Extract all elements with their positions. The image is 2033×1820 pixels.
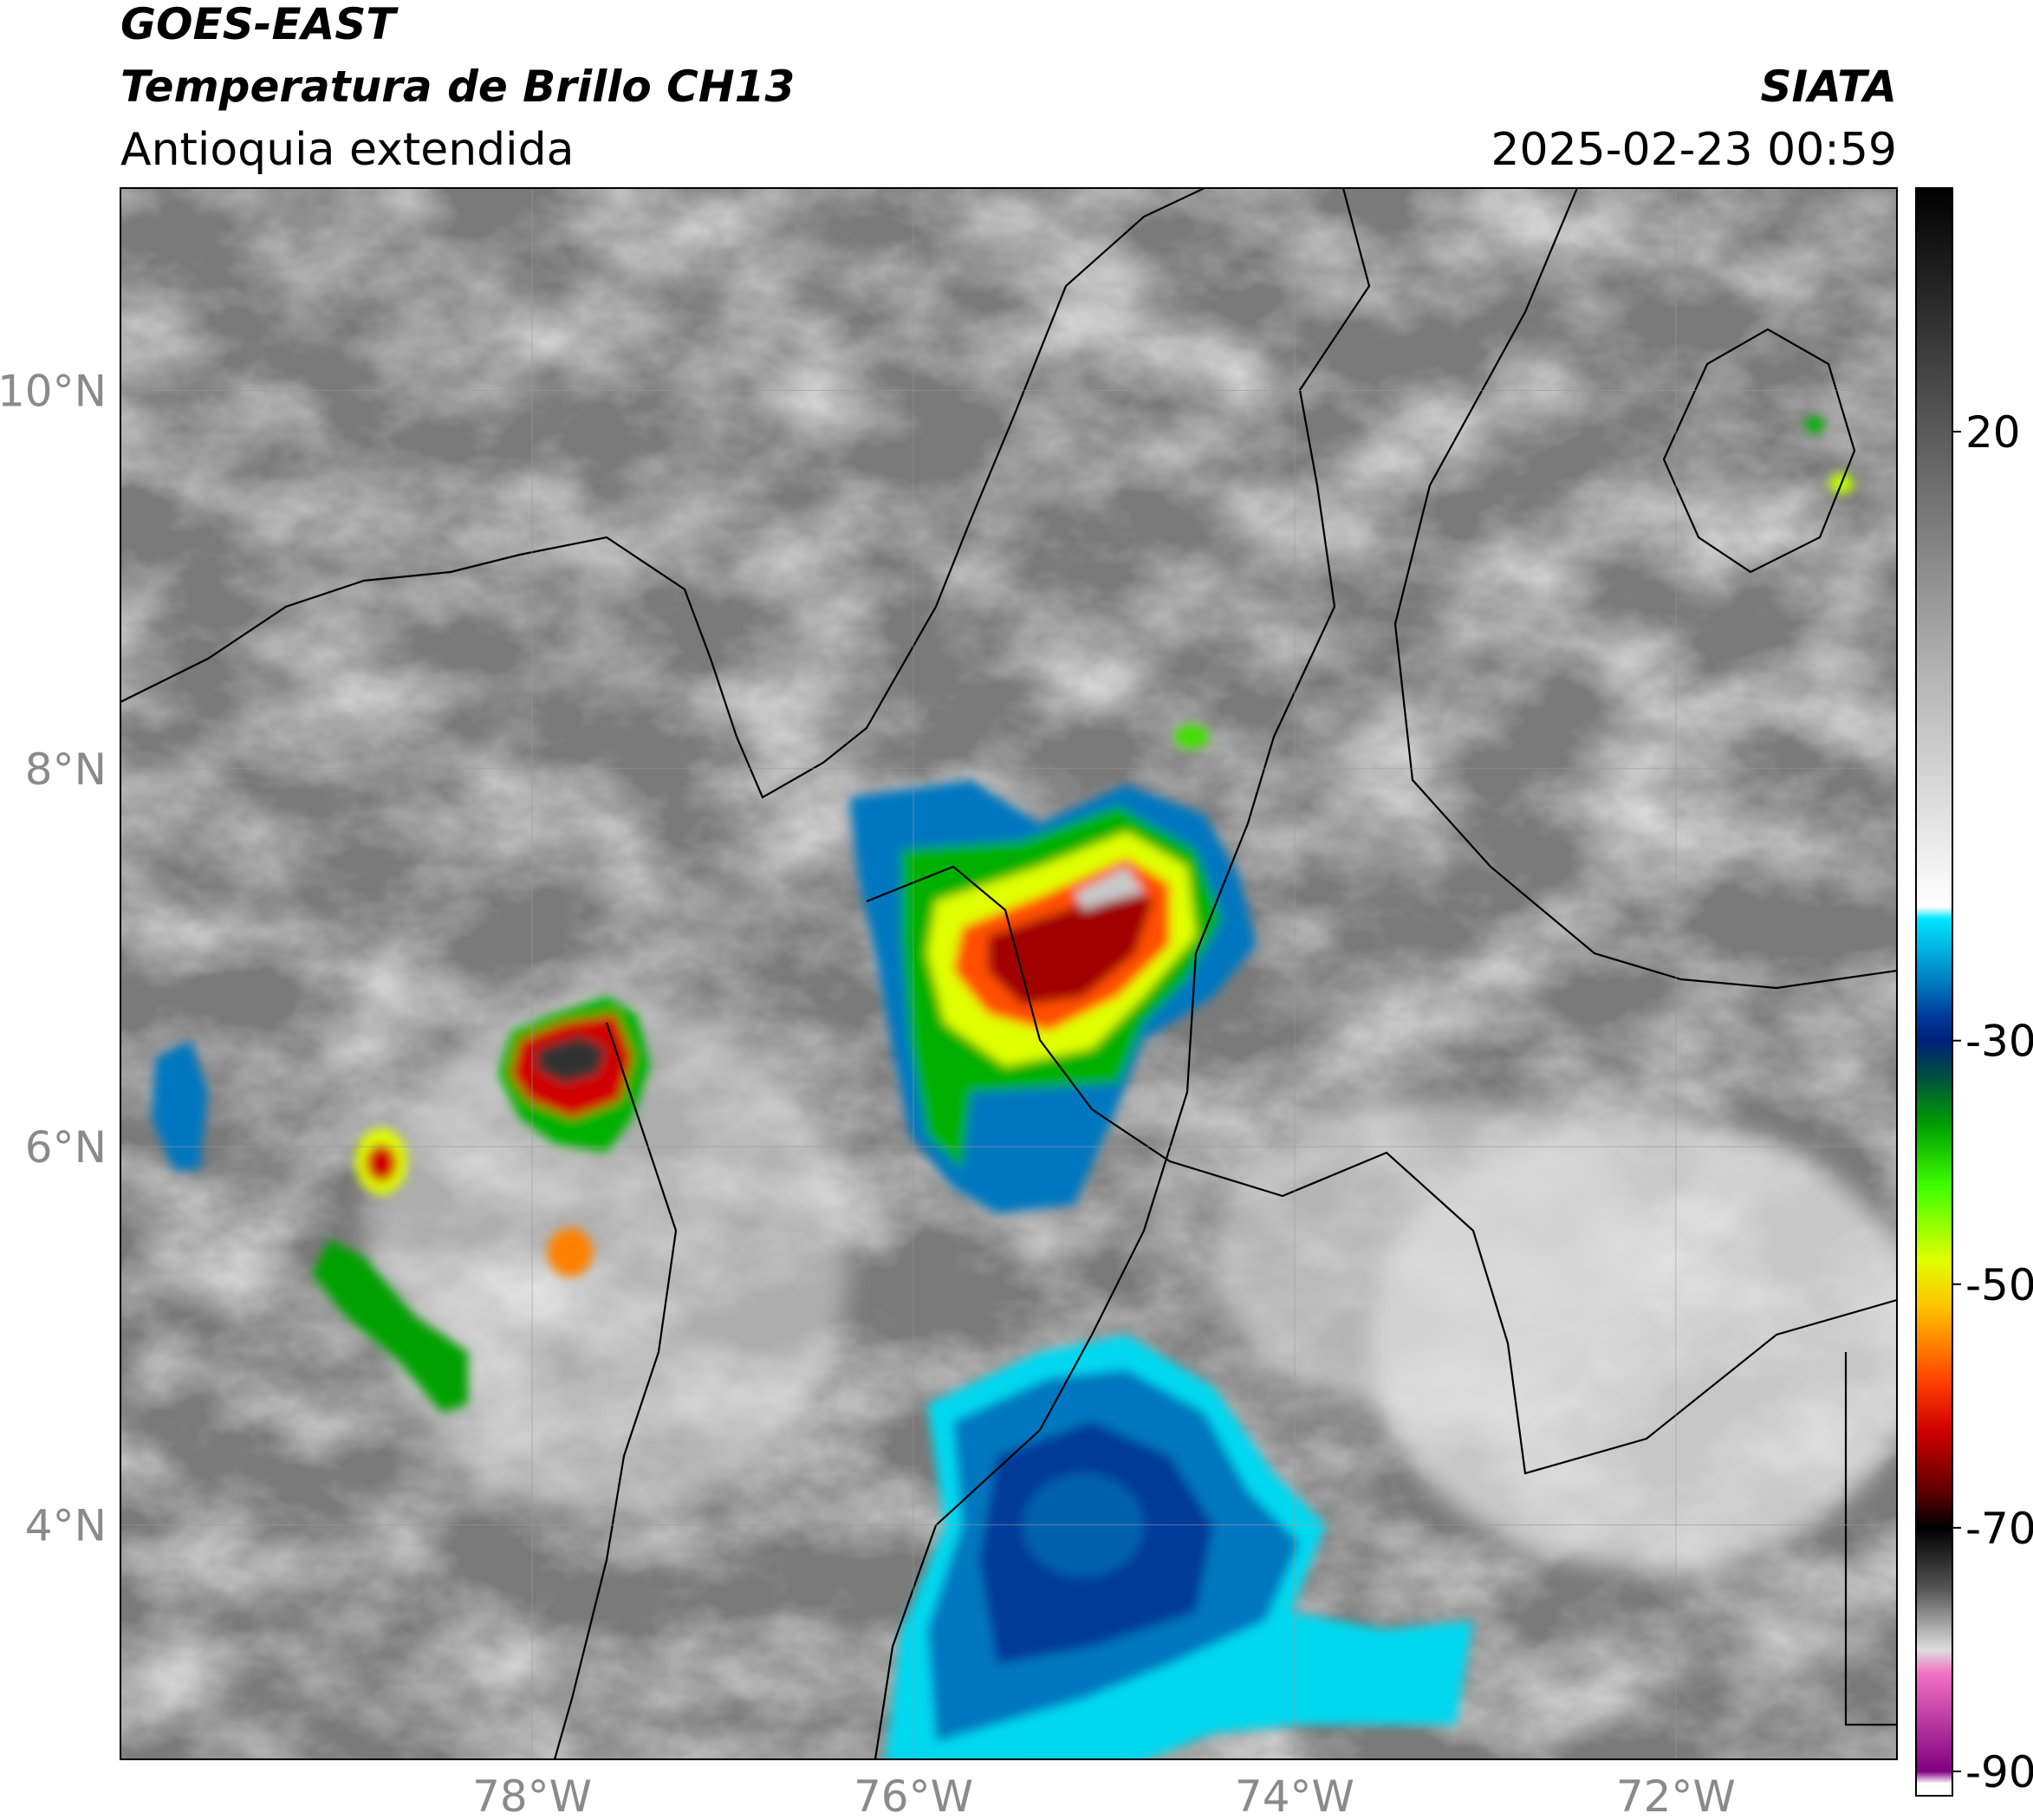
y-tick-label: 6°N [25, 1122, 107, 1173]
colorbar [1915, 187, 1953, 1797]
subtitle: Temperatura de Brillo CH13 [120, 62, 795, 112]
storm-west [152, 416, 1854, 1413]
graticule [120, 188, 1897, 1759]
x-tick-label: 72°W [1616, 1771, 1736, 1820]
x-tick-label: 76°W [854, 1771, 973, 1820]
title: GOES-EAST [120, 0, 399, 49]
storm-lower [885, 1335, 1473, 1759]
x-tick-label: 78°W [472, 1771, 592, 1820]
y-tick-label: 10°N [0, 366, 107, 416]
colorbar-tick-label: -90 [1965, 1747, 2033, 1797]
colorbar-tick-label: -50 [1965, 1260, 2033, 1310]
x-tick-label: 74°W [1235, 1771, 1354, 1820]
y-tick-label: 8°N [25, 744, 107, 795]
satellite-image [120, 188, 1897, 1759]
colorbar-tick-label: 20 [1965, 407, 2021, 458]
datetime: 2025-02-23 00:59 [1491, 124, 1897, 176]
y-tick-label: 4°N [25, 1500, 107, 1550]
colorbar-tick-label: -30 [1965, 1017, 2033, 1067]
storm-central [849, 780, 1257, 1213]
borders [120, 188, 1897, 1759]
colorbar-tick-label: -70 [1965, 1504, 2033, 1554]
region: Antioquia extendida [120, 124, 575, 176]
map-frame [120, 187, 1898, 1760]
bright-areas [364, 997, 1897, 1569]
source: SIATA [1761, 62, 1897, 112]
